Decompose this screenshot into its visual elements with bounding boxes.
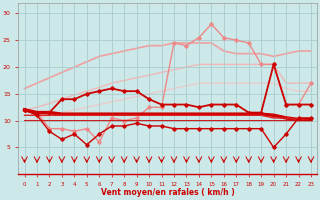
X-axis label: Vent moyen/en rafales ( km/h ): Vent moyen/en rafales ( km/h ) bbox=[101, 188, 235, 197]
